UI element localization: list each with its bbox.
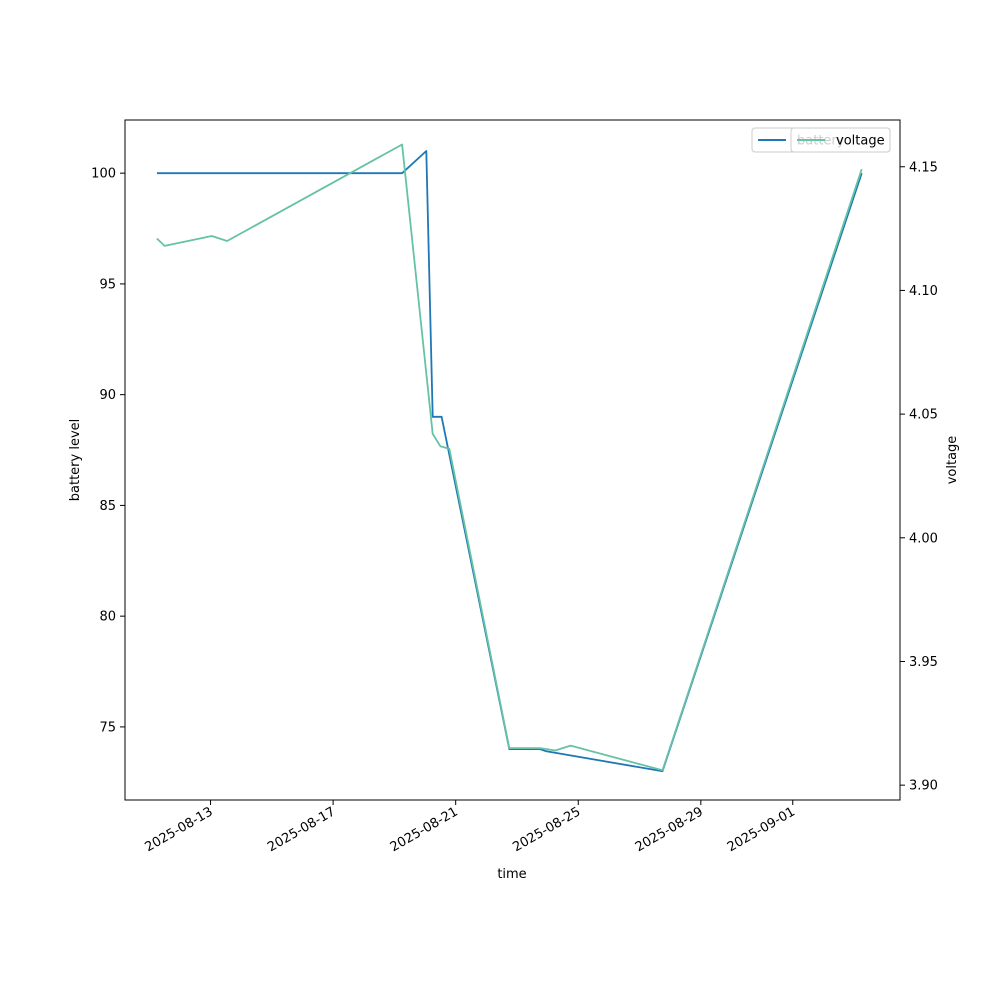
legend-voltage: voltage bbox=[790, 127, 891, 153]
legend-voltage-box bbox=[790, 127, 891, 153]
left-tick-label: 75 bbox=[99, 720, 116, 735]
left-tick-label: 80 bbox=[99, 610, 116, 625]
series-line-voltage bbox=[156, 143, 863, 772]
plot-series bbox=[156, 143, 863, 773]
left-tick-label: 95 bbox=[99, 277, 116, 292]
left-tick-label: 85 bbox=[99, 499, 116, 514]
left-axis: 75 80 85 90 95 100 bbox=[91, 167, 125, 735]
right-tick-label: 4.15 bbox=[909, 160, 938, 175]
right-axis-label: voltage bbox=[945, 436, 960, 485]
right-tick-label: 4.00 bbox=[909, 531, 938, 546]
right-tick-label: 3.90 bbox=[909, 779, 938, 794]
left-tick-label: 90 bbox=[99, 388, 116, 403]
left-tick-label: 100 bbox=[91, 167, 116, 182]
right-axis: 3.90 3.95 4.00 4.05 4.10 4.15 bbox=[900, 160, 938, 794]
x-axis-label: time bbox=[497, 867, 526, 882]
legend-voltage-label: voltage bbox=[836, 134, 885, 149]
left-axis-label: battery level bbox=[68, 419, 83, 502]
plot-frame bbox=[124, 119, 901, 801]
right-tick-label: 4.05 bbox=[909, 408, 938, 423]
right-tick-label: 4.10 bbox=[909, 284, 938, 299]
right-tick-label: 3.95 bbox=[909, 655, 938, 670]
